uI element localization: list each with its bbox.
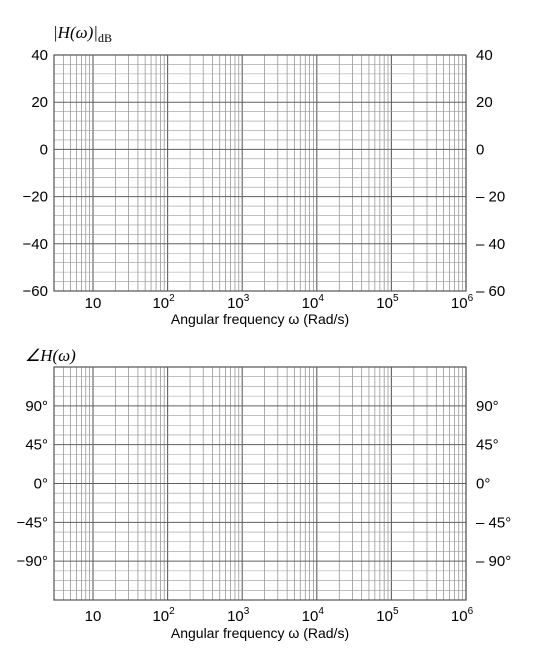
y-tick-label-left: −40: [23, 236, 48, 253]
x-tick-exponent: 5: [393, 293, 399, 304]
y-tick-label-right: 0°: [476, 476, 490, 493]
x-tick-label: 102: [152, 606, 175, 625]
x-tick-exponent: 6: [468, 606, 474, 617]
x-tick-exponent: 3: [244, 606, 250, 617]
x-tick-label: 105: [376, 606, 399, 625]
x-tick-exponent: 2: [169, 606, 175, 617]
x-axis-title: Angular frequency ω (Rad/s): [171, 625, 349, 641]
x-tick-label: 106: [451, 293, 474, 312]
x-tick-base: 10: [227, 608, 244, 625]
x-tick-base: 10: [302, 608, 319, 625]
y-tick-label-left: 0°: [34, 476, 48, 493]
x-tick-exponent: 2: [169, 293, 175, 304]
x-tick-label: 103: [227, 606, 250, 625]
x-tick-base: 10: [302, 295, 319, 312]
panel-phase: 90°45°0°−45°−90°90°45°0°– 45°– 90°10 102 1…: [17, 346, 512, 641]
y-tick-label-right: 20: [476, 94, 493, 111]
y-tick-label-left: −90°: [17, 553, 48, 570]
x-tick-exponent: 3: [244, 293, 250, 304]
x-tick-exponent: 6: [468, 293, 474, 304]
y-tick-label-right: 90°: [476, 398, 499, 415]
y-axis-title: |H(ω)|dB: [53, 23, 112, 45]
x-tick-label: 106: [451, 606, 474, 625]
plot-frame: [53, 54, 467, 292]
y-tick-label-left: −45°: [17, 514, 48, 531]
x-tick-base: 10: [451, 295, 468, 312]
x-tick-base: 10: [376, 295, 393, 312]
y-tick-label-left: 20: [31, 94, 48, 111]
y-tick-label-right: – 45°: [476, 514, 511, 531]
y-tick-label-right: – 40: [476, 236, 505, 253]
y-axis-title-subscript: dB: [98, 31, 112, 45]
x-tick-base: 10: [451, 608, 468, 625]
x-tick-exponent: 5: [393, 606, 399, 617]
y-axis-title: ∠H(ω): [25, 346, 76, 365]
y-tick-label-left: 90°: [25, 398, 48, 415]
plot-frame: [53, 366, 467, 601]
x-tick-base: 10: [152, 608, 169, 625]
y-tick-label-left: 40: [31, 47, 48, 64]
x-tick-base: 10: [227, 295, 244, 312]
y-tick-label-right: 40: [476, 47, 493, 64]
x-tick-exponent: 4: [318, 606, 324, 617]
y-tick-label-left: 0: [40, 141, 48, 158]
y-tick-label-right: 0: [476, 141, 484, 158]
x-tick-label: 104: [302, 293, 325, 312]
y-tick-label-right: – 20: [476, 189, 505, 206]
x-tick-exponent: 4: [318, 293, 324, 304]
x-tick-label: 103: [227, 293, 250, 312]
x-tick-label: 10: [85, 608, 102, 625]
x-tick-label: 102: [152, 293, 175, 312]
x-tick-base: 10: [85, 295, 102, 312]
x-tick-label: 10: [85, 295, 102, 312]
x-axis-title: Angular frequency ω (Rad/s): [171, 311, 349, 327]
y-tick-label-right: – 60: [476, 283, 505, 300]
y-tick-label-left: −20: [23, 189, 48, 206]
x-tick-label: 104: [302, 606, 325, 625]
y-tick-label-left: 45°: [25, 437, 48, 454]
y-axis-title-main: |H(ω)|: [53, 23, 98, 42]
x-tick-base: 10: [152, 295, 169, 312]
x-tick-base: 10: [376, 608, 393, 625]
y-tick-label-right: 45°: [476, 437, 499, 454]
x-tick-base: 10: [85, 608, 102, 625]
x-tick-label: 105: [376, 293, 399, 312]
y-tick-label-right: – 90°: [476, 553, 511, 570]
y-tick-label-left: −60: [23, 283, 48, 300]
